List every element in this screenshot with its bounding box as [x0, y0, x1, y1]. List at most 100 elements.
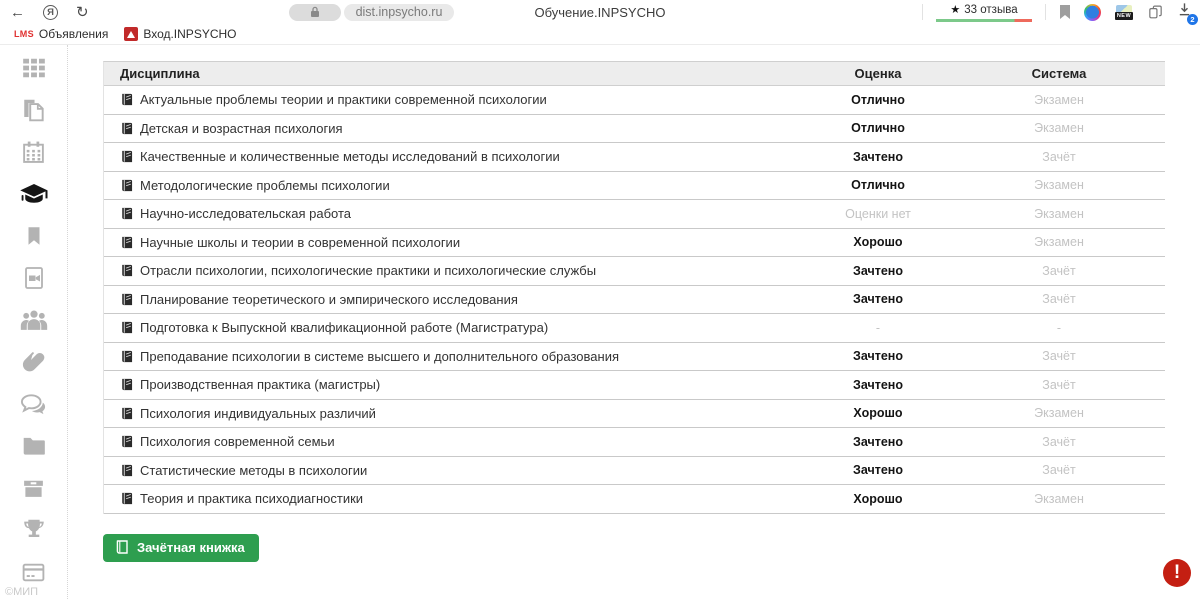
system-cell: -	[1056, 320, 1062, 335]
grade-cell: Зачтено	[853, 463, 903, 478]
book-icon	[120, 293, 133, 306]
discipline-name: Подготовка к Выпускной квалификационной …	[140, 320, 549, 336]
gradebook-button[interactable]: Зачётная книжка	[103, 533, 259, 562]
reviews-count: 33 отзыва	[964, 3, 1018, 16]
discipline-name: Научные школы и теории в современной пси…	[140, 234, 461, 250]
separator	[922, 4, 923, 20]
content-area: Дисциплина Оценка Система Актуальные про…	[68, 45, 1200, 599]
rating-bar	[936, 19, 1032, 22]
archive-box-icon	[24, 480, 43, 497]
sidebar-item-attachments[interactable]	[8, 341, 60, 383]
credit-card-icon	[22, 563, 45, 581]
book-icon	[120, 207, 133, 220]
grade-cell: Хорошо	[853, 235, 903, 250]
grade-cell: Отлично	[851, 92, 905, 107]
back-icon[interactable]: ←	[10, 3, 25, 21]
sidebar-item-calendar[interactable]	[8, 131, 60, 173]
table-row: Детская и возрастная психология Отлично …	[104, 115, 1165, 143]
table-row: Научно-исследовательская работа Оценки н…	[104, 200, 1165, 229]
discipline-cell[interactable]: Актуальные проблемы теории и практики со…	[104, 92, 803, 107]
book-icon	[120, 407, 133, 420]
downloads-icon[interactable]: 2	[1177, 2, 1198, 25]
grade-cell: Хорошо	[853, 406, 903, 421]
discipline-cell[interactable]: Подготовка к Выпускной квалификационной …	[104, 320, 803, 335]
discipline-name: Актуальные проблемы теории и практики со…	[140, 92, 547, 108]
book-icon	[120, 236, 133, 249]
system-cell: Зачёт	[1042, 349, 1076, 364]
system-cell: Экзамен	[1034, 406, 1084, 421]
sidebar-item-files[interactable]	[8, 425, 60, 467]
gradebook-button-label: Зачётная книжка	[137, 539, 245, 555]
url-text[interactable]: dist.inpsycho.ru	[343, 3, 455, 21]
sidebar-item-users[interactable]	[8, 299, 60, 341]
collections-icon[interactable]	[1147, 4, 1164, 21]
discipline-name: Психология современной семьи	[140, 434, 335, 450]
sidebar-item-messages[interactable]	[8, 383, 60, 425]
discipline-cell[interactable]: Детская и возрастная психология	[104, 121, 803, 136]
grade-cell: -	[875, 320, 881, 335]
grades-table: Дисциплина Оценка Система Актуальные про…	[103, 61, 1165, 514]
discipline-cell[interactable]: Отрасли психологии, психологические прак…	[104, 263, 803, 278]
discipline-cell[interactable]: Психология индивидуальных различий	[104, 406, 803, 421]
extension-color-icon[interactable]	[1084, 3, 1101, 21]
discipline-cell[interactable]: Психология современной семьи	[104, 434, 803, 449]
grade-cell: Зачтено	[853, 377, 903, 392]
sidebar-item-education[interactable]	[8, 173, 60, 215]
lock-icon[interactable]	[288, 3, 341, 21]
system-cell: Экзамен	[1034, 235, 1084, 250]
bookmark-page-icon[interactable]	[1059, 5, 1071, 19]
bookmark-label: Объявления	[38, 27, 109, 41]
discipline-cell[interactable]: Научные школы и теории в современной пси…	[104, 235, 803, 250]
paperclip-icon	[22, 351, 45, 371]
table-row: Статистические методы в психологии Зачте…	[104, 457, 1165, 485]
discipline-name: Отрасли психологии, психологические прак…	[140, 263, 597, 279]
reload-icon[interactable]: ↻	[76, 3, 89, 21]
bookmarks-bar: LMS Объявления Вход.INPSYCHO	[0, 24, 1200, 45]
table-row: Преподавание психологии в системе высшег…	[104, 343, 1165, 371]
discipline-name: Методологические проблемы психологии	[140, 177, 390, 193]
system-cell: Экзамен	[1034, 92, 1084, 107]
discipline-cell[interactable]: Планирование теоретического и эмпирическ…	[104, 292, 803, 307]
chat-icon	[20, 393, 46, 414]
discipline-cell[interactable]: Производственная практика (магистры)	[104, 377, 803, 392]
sidebar-item-bookmarks[interactable]	[8, 215, 60, 257]
table-row: Планирование теоретического и эмпирическ…	[104, 286, 1165, 314]
grade-cell: Зачтено	[853, 263, 903, 278]
discipline-name: Детская и возрастная психология	[140, 120, 343, 136]
discipline-cell[interactable]: Качественные и количественные методы исс…	[104, 149, 803, 164]
table-row: Подготовка к Выпускной квалификационной …	[104, 314, 1165, 343]
header-grade: Оценка	[854, 66, 902, 81]
browser-chrome: ← Я ↻ dist.inpsycho.ru Обучение.INPSYCHO…	[0, 0, 1200, 25]
discipline-cell[interactable]: Научно-исследовательская работа	[104, 206, 803, 221]
system-cell: Экзамен	[1034, 206, 1084, 221]
grade-cell: Зачтено	[853, 149, 903, 164]
sidebar-item-achievements[interactable]	[8, 509, 60, 551]
system-cell: Экзамен	[1034, 178, 1084, 193]
book-icon	[120, 122, 133, 135]
bookmark-login-inpsycho[interactable]: Вход.INPSYCHO	[120, 27, 240, 41]
discipline-cell[interactable]: Статистические методы в психологии	[104, 463, 803, 478]
system-cell: Зачёт	[1042, 463, 1076, 478]
grade-cell: Отлично	[851, 121, 905, 136]
system-cell: Зачёт	[1042, 292, 1076, 307]
grid-icon	[22, 58, 45, 78]
book-icon	[120, 378, 133, 391]
sidebar-item-documents[interactable]	[8, 89, 60, 131]
new-badge: NEW	[1114, 11, 1134, 20]
sidebar-item-grid[interactable]	[8, 47, 60, 89]
site-reviews-badge[interactable]: ★ 33 отзыва	[936, 0, 1032, 24]
bookmark-announcements[interactable]: LMS Объявления	[10, 27, 112, 41]
grade-cell: Зачтено	[853, 349, 903, 364]
sidebar-item-video[interactable]	[8, 257, 60, 299]
address-bar[interactable]: dist.inpsycho.ru	[288, 3, 455, 21]
extension-new-icon[interactable]: NEW	[1114, 4, 1134, 20]
table-row: Психология индивидуальных различий Хорош…	[104, 400, 1165, 428]
discipline-cell[interactable]: Теория и практика психодиагностики	[104, 491, 803, 506]
sidebar-item-payments[interactable]	[8, 551, 60, 593]
yandex-browser-icon[interactable]: Я	[43, 4, 58, 20]
discipline-cell[interactable]: Преподавание психологии в системе высшег…	[104, 349, 803, 364]
discipline-cell[interactable]: Методологические проблемы психологии	[104, 178, 803, 193]
alert-notification-icon[interactable]: !	[1163, 559, 1191, 587]
sidebar-item-archive[interactable]	[8, 467, 60, 509]
system-cell: Зачёт	[1042, 263, 1076, 278]
